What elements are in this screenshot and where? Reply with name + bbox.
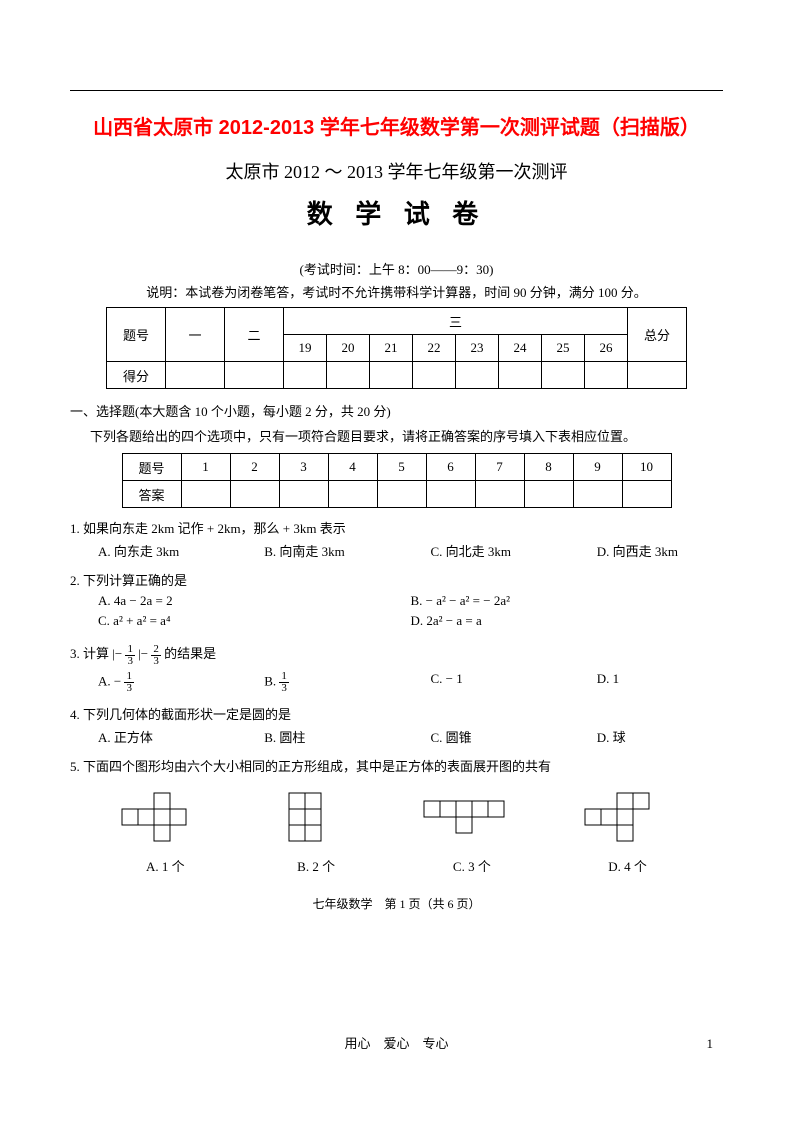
page-footer: 七年级数学 第 1 页（共 6 页） bbox=[70, 895, 723, 912]
q5-label-a: A. 1 个 bbox=[120, 856, 210, 875]
score-col: 24 bbox=[499, 335, 542, 362]
score-col: 21 bbox=[370, 335, 413, 362]
q1-opt-c: C. 向北走 3km bbox=[431, 541, 557, 560]
question-3: 3. 计算 |− 13 |− 23 的结果是 bbox=[70, 643, 723, 667]
q2-opt-d: D. 2a² − a = a bbox=[411, 613, 724, 629]
section1-heading: 一、选择题(本大题含 10 个小题，每小题 2 分，共 20 分) bbox=[70, 401, 723, 420]
page-number: 1 bbox=[707, 1036, 714, 1052]
score-col: 23 bbox=[456, 335, 499, 362]
bottom-motto: 用心 爱心 专心 bbox=[0, 1033, 793, 1052]
fraction-icon: 13 bbox=[124, 671, 134, 694]
score-row2-label: 得分 bbox=[107, 362, 166, 389]
q3-opt-d: D. 1 bbox=[597, 671, 723, 694]
q3-opt-b: B. 13 bbox=[264, 671, 390, 694]
q1-opt-a: A. 向东走 3km bbox=[98, 541, 224, 560]
cube-net-icon bbox=[271, 791, 361, 846]
top-rule bbox=[70, 90, 723, 91]
q3-options: A. − 13 B. 13 C. − 1 D. 1 bbox=[98, 671, 723, 694]
q4-opt-a: A. 正方体 bbox=[98, 727, 224, 746]
exam-page: 山西省太原市 2012-2013 学年七年级数学第一次测评试题（扫描版） 太原市… bbox=[0, 0, 793, 952]
subtitle: 太原市 2012 ～ 2013 学年七年级第一次测评 bbox=[70, 158, 723, 184]
net-diagram-a: A. 1 个 bbox=[120, 791, 210, 875]
q4-opt-d: D. 球 bbox=[597, 727, 723, 746]
question-1: 1. 如果向东走 2km 记作 + 2km，那么 + 3km 表示 bbox=[70, 518, 723, 537]
score-table: 题号 一 二 三 总分 19 20 21 22 23 24 25 26 得分 bbox=[106, 307, 687, 389]
score-col-two: 二 bbox=[225, 308, 284, 362]
q4-opt-b: B. 圆柱 bbox=[264, 727, 390, 746]
score-col: 19 bbox=[284, 335, 327, 362]
q3-opt-a: A. − 13 bbox=[98, 671, 224, 694]
q1-options: A. 向东走 3km B. 向南走 3km C. 向北走 3km D. 向西走 … bbox=[98, 541, 723, 560]
fraction-icon: 23 bbox=[151, 644, 161, 667]
score-col-three: 三 bbox=[284, 308, 628, 335]
q4-opt-c: C. 圆锥 bbox=[431, 727, 557, 746]
cube-net-icon bbox=[422, 791, 522, 846]
fraction-icon: 13 bbox=[125, 644, 135, 667]
answer-row2-label: 答案 bbox=[122, 481, 181, 508]
section1-instruction: 下列各题给出的四个选项中，只有一项符合题目要求，请将正确答案的序号填入下表相应位… bbox=[90, 426, 723, 445]
q3-opt-c: C. − 1 bbox=[431, 671, 557, 694]
q5-label-d: D. 4 个 bbox=[583, 856, 673, 875]
q2-opt-a: A. 4a − 2a = 2 bbox=[98, 593, 411, 609]
q2-opt-c: C. a² + a² = a⁴ bbox=[98, 613, 411, 629]
q4-options: A. 正方体 B. 圆柱 C. 圆锥 D. 球 bbox=[98, 727, 723, 746]
q1-opt-d: D. 向西走 3km bbox=[597, 541, 723, 560]
net-diagram-c: C. 3 个 bbox=[422, 791, 522, 875]
score-total: 总分 bbox=[628, 308, 687, 362]
q5-label-c: C. 3 个 bbox=[422, 856, 522, 875]
q2-opt-b: B. − a² − a² = − 2a² bbox=[411, 593, 724, 609]
question-4: 4. 下列几何体的截面形状一定是圆的是 bbox=[70, 704, 723, 723]
q2-options: A. 4a − 2a = 2 B. − a² − a² = − 2a² C. a… bbox=[98, 593, 723, 633]
exam-note: 说明：本试卷为闭卷笔答，考试时不允许携带科学计算器，时间 90 分钟，满分 10… bbox=[70, 282, 723, 301]
cube-net-icon bbox=[120, 791, 210, 846]
q5-diagrams: A. 1 个 B. 2 个 bbox=[90, 791, 703, 875]
score-col: 25 bbox=[542, 335, 585, 362]
answer-row1-label: 题号 bbox=[122, 454, 181, 481]
score-col: 22 bbox=[413, 335, 456, 362]
question-2: 2. 下列计算正确的是 bbox=[70, 570, 723, 589]
net-diagram-d: D. 4 个 bbox=[583, 791, 673, 875]
score-header-label: 题号 bbox=[107, 308, 166, 362]
document-title-red: 山西省太原市 2012-2013 学年七年级数学第一次测评试题（扫描版） bbox=[70, 111, 723, 140]
fraction-icon: 13 bbox=[279, 671, 289, 694]
q5-label-b: B. 2 个 bbox=[271, 856, 361, 875]
exam-title: 数 学 试 卷 bbox=[70, 194, 723, 231]
net-diagram-b: B. 2 个 bbox=[271, 791, 361, 875]
score-col: 20 bbox=[327, 335, 370, 362]
question-5: 5. 下面四个图形均由六个大小相同的正方形组成，其中是正方体的表面展开图的共有 bbox=[70, 756, 723, 775]
answer-table: 题号 1 2 3 4 5 6 7 8 9 10 答案 bbox=[122, 453, 672, 508]
score-col-one: 一 bbox=[166, 308, 225, 362]
score-col: 26 bbox=[585, 335, 628, 362]
q1-opt-b: B. 向南走 3km bbox=[264, 541, 390, 560]
exam-time: (考试时间：上午 8：00——9：30) bbox=[70, 259, 723, 278]
cube-net-icon bbox=[583, 791, 673, 846]
